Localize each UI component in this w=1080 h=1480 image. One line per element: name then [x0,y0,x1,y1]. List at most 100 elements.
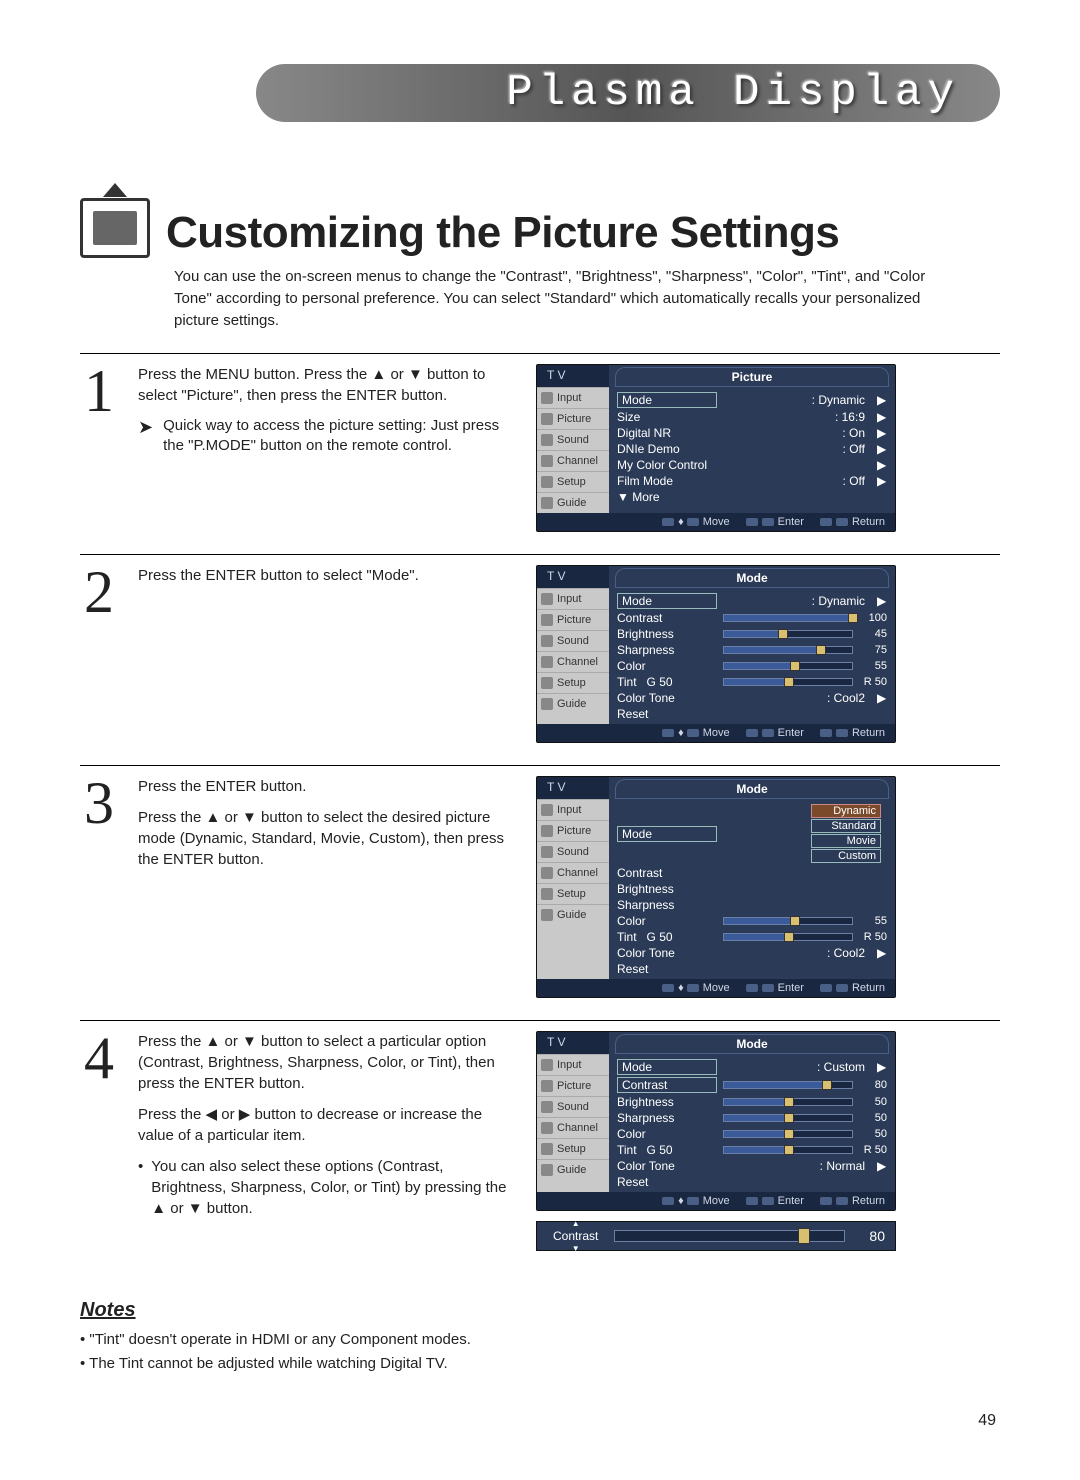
brand-banner: Plasma Display [256,64,1000,122]
osd-option: Standard [811,819,881,833]
osd-enter: Enter [746,516,804,528]
osd-slider-row: Color55 [617,658,887,674]
step-text: Press the ENTER button. [138,776,518,797]
osd-slider-row: Sharpness75 [617,642,887,658]
osd-tint-row: Tint G 50R 50 [617,1142,887,1158]
osd-picture-menu: T V Picture InputPictureSoundChannelSetu… [536,364,896,532]
osd-row: Mode: Custom▶ [617,1058,887,1076]
osd-slider-row: Brightness [617,881,887,897]
page-number: 49 [80,1412,1000,1430]
osd-slider-row: Color55 [617,913,887,929]
adjust-label: Contrast [547,1229,604,1243]
intro-text: You can use the on-screen menus to chang… [174,266,934,331]
osd-move: ♦ Move [662,1195,730,1207]
step-1: 1 Press the MENU button. Press the ▲ or … [80,354,1000,554]
page-title: Customizing the Picture Settings [166,208,839,258]
osd-reset-row: Reset [617,706,887,722]
osd-move: ♦ Move [662,516,730,528]
osd-enter: Enter [746,982,804,994]
osd-mode-select: T V Mode InputPictureSoundChannelSetupGu… [536,776,896,998]
osd-side-item: Setup [537,1138,609,1159]
osd-side-item: Setup [537,471,609,492]
tip-arrow-icon: ➤ [138,418,153,436]
tv-icon [80,198,150,258]
osd-slider-row: Sharpness [617,897,887,913]
step-4: 4 Press the ▲ or ▼ button to select a pa… [80,1021,1000,1263]
osd-side-item: Input [537,588,609,609]
tip-text: Quick way to access the picture setting:… [163,416,518,455]
step-number: 2 [80,565,120,753]
osd-colortone-row: Color Tone: Cool2▶ [617,690,887,706]
osd-return: Return [820,727,885,739]
osd-title: Mode [615,568,889,588]
osd-slider-row: Sharpness50 [617,1110,887,1126]
osd-side-item: Input [537,1054,609,1075]
osd-return: Return [820,982,885,994]
osd-tv-label: T V [537,365,609,387]
osd-side-item: Sound [537,1096,609,1117]
osd-reset-row: Reset [617,961,887,977]
osd-side-item: Channel [537,651,609,672]
osd-row: Digital NR: On▶ [617,425,887,441]
osd-move: ♦ Move [662,982,730,994]
osd-side-item: Picture [537,609,609,630]
step-text: Press the ENTER button to select "Mode". [138,565,518,586]
osd-return: Return [820,516,885,528]
osd-row: Film Mode: Off▶ [617,473,887,489]
osd-side-item: Sound [537,429,609,450]
osd-custom-menu: T V Mode InputPictureSoundChannelSetupGu… [536,1031,896,1211]
osd-row: Size: 16:9▶ [617,409,887,425]
osd-tint-row: Tint G 50R 50 [617,929,887,945]
osd-enter: Enter [746,727,804,739]
osd-side-item: Picture [537,820,609,841]
step-3: 3 Press the ENTER button. Press the ▲ or… [80,766,1000,1020]
osd-option: Dynamic [811,804,881,818]
osd-slider-row: Brightness45 [617,626,887,642]
osd-side-item: Input [537,387,609,408]
osd-reset-row: Reset [617,1174,887,1190]
step-number: 1 [80,364,120,542]
step-text: Press the MENU button. Press the ▲ or ▼ … [138,364,518,406]
osd-title: Picture [615,367,889,387]
osd-slider-row: Contrast80 [617,1076,887,1094]
osd-return: Return [820,1195,885,1207]
osd-side-item: Setup [537,883,609,904]
step-number: 4 [80,1031,120,1251]
osd-move: ♦ Move [662,727,730,739]
osd-side-item: Sound [537,841,609,862]
notes-heading: Notes [80,1299,1000,1322]
osd-side-item: Guide [537,492,609,513]
osd-row: Mode: Dynamic▶ [617,592,887,610]
osd-option: Movie [811,834,881,848]
notes-list: "Tint" doesn't operate in HDMI or any Co… [80,1328,1000,1376]
osd-side-item: Channel [537,1117,609,1138]
adjust-value: 80 [855,1228,885,1244]
osd-tv-label: T V [537,566,609,588]
osd-slider-row: Contrast100 [617,610,887,626]
osd-colortone-row: Color Tone: Normal▶ [617,1158,887,1174]
step-bullet: You can also select these options (Contr… [151,1156,518,1219]
osd-tv-label: T V [537,1032,609,1054]
osd-title: Mode [615,1034,889,1054]
osd-side-item: Guide [537,693,609,714]
note-item: "Tint" doesn't operate in HDMI or any Co… [80,1328,1000,1352]
osd-side-item: Guide [537,1159,609,1180]
osd-enter: Enter [746,1195,804,1207]
note-item: The Tint cannot be adjusted while watchi… [80,1352,1000,1376]
osd-side-item: Setup [537,672,609,693]
osd-colortone-row: Color Tone: Cool2▶ [617,945,887,961]
osd-slider-row: Brightness50 [617,1094,887,1110]
osd-side-item: Channel [537,450,609,471]
osd-row: ▼ More [617,489,887,505]
osd-row: ModeDynamicStandardMovieCustom [617,803,887,865]
osd-side-item: Picture [537,408,609,429]
step-text: Press the ◀ or ▶ button to decrease or i… [138,1104,518,1146]
bullet-icon: • [138,1156,143,1219]
osd-row: Mode: Dynamic▶ [617,391,887,409]
osd-side-item: Picture [537,1075,609,1096]
osd-side-item: Sound [537,630,609,651]
osd-tv-label: T V [537,777,609,799]
osd-row: My Color Control▶ [617,457,887,473]
osd-adjust-bar: Contrast 80 [536,1221,896,1251]
osd-tint-row: Tint G 50R 50 [617,674,887,690]
